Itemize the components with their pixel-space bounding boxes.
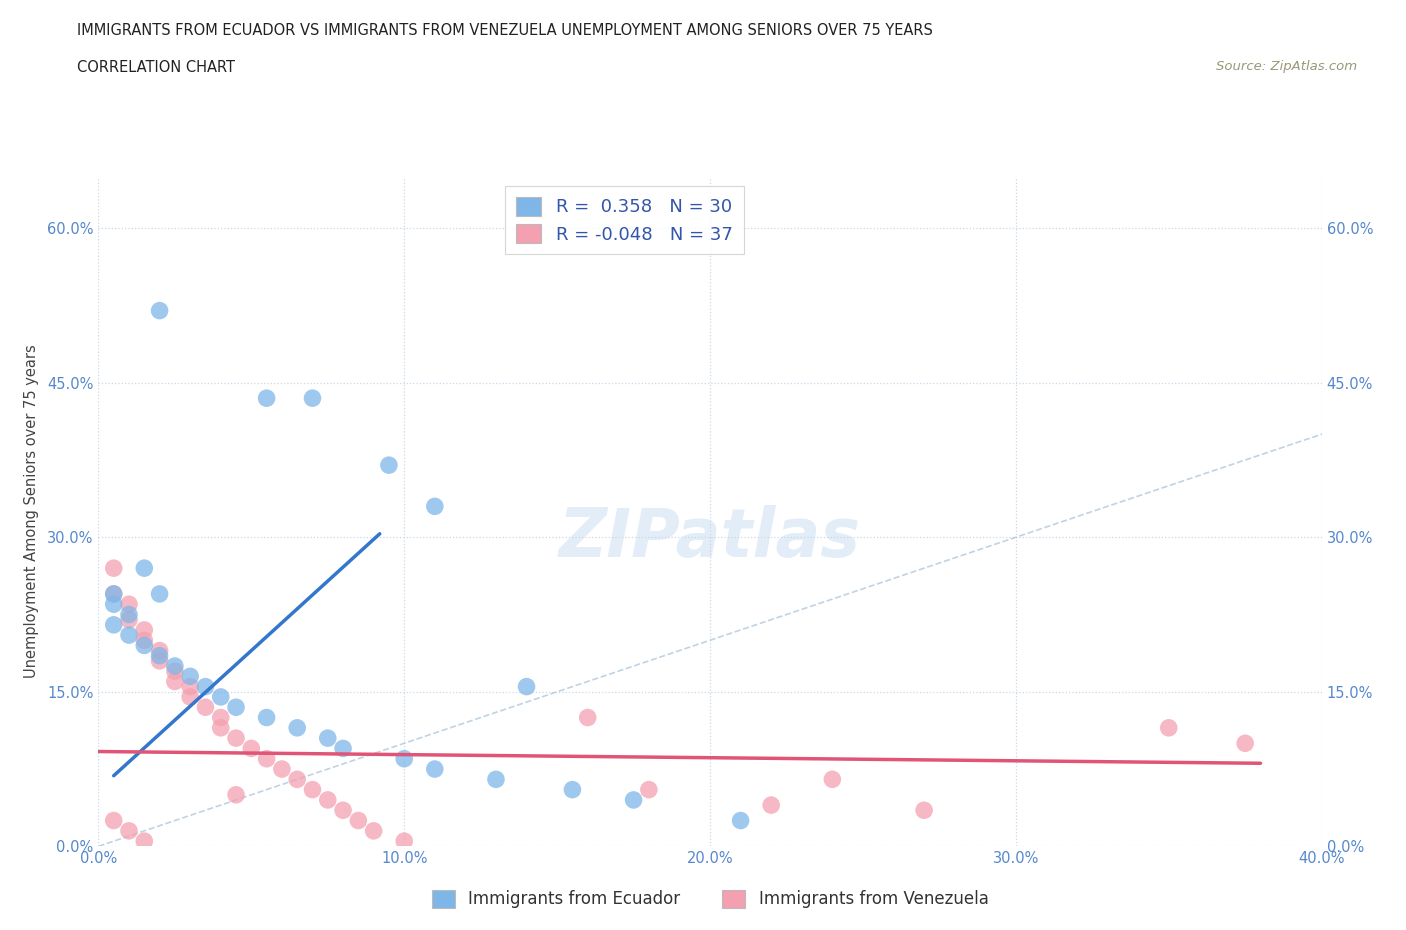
Point [209,711,232,725]
Point [821,772,844,787]
Text: Source: ZipAtlas.com: Source: ZipAtlas.com [1216,60,1357,73]
Point [1234,736,1257,751]
Point [149,654,172,669]
Point [301,782,323,797]
Point [561,782,583,797]
Point [225,731,247,746]
Point [637,782,661,797]
Point [194,699,217,714]
Point [332,741,354,756]
Point [179,669,201,684]
Point [240,741,263,756]
Point [118,597,141,612]
Legend: Immigrants from Ecuador, Immigrants from Venezuela: Immigrants from Ecuador, Immigrants from… [425,883,995,915]
Point [301,391,323,405]
Point [332,803,354,817]
Point [576,711,599,725]
Point [1157,721,1180,736]
Point [103,618,125,632]
Point [285,721,308,736]
Text: IMMIGRANTS FROM ECUADOR VS IMMIGRANTS FROM VENEZUELA UNEMPLOYMENT AMONG SENIORS : IMMIGRANTS FROM ECUADOR VS IMMIGRANTS FR… [77,23,934,38]
Point [118,823,141,838]
Point [118,607,141,622]
Point [423,498,446,513]
Y-axis label: Unemployment Among Seniors over 75 years: Unemployment Among Seniors over 75 years [24,345,39,678]
Point [270,762,292,777]
Point [912,803,935,817]
Point [103,587,125,602]
Point [163,674,186,689]
Point [347,813,370,828]
Point [149,648,172,663]
Point [149,303,172,318]
Point [118,628,141,643]
Point [194,679,217,694]
Point [103,813,125,828]
Point [134,638,156,653]
Point [225,699,247,714]
Point [134,561,156,576]
Point [103,561,125,576]
Point [118,612,141,627]
Point [163,658,186,673]
Point [225,788,247,803]
Point [378,458,401,472]
Point [179,679,201,694]
Point [485,772,508,787]
Point [149,644,172,658]
Point [256,391,278,405]
Point [103,587,125,602]
Point [623,792,645,807]
Point [149,587,172,602]
Point [256,711,278,725]
Point [134,622,156,637]
Point [759,798,782,813]
Point [392,833,416,848]
Point [103,597,125,612]
Point [392,751,416,766]
Point [363,823,385,838]
Point [730,813,752,828]
Point [285,772,308,787]
Point [423,762,446,777]
Point [256,751,278,766]
Point [179,689,201,704]
Point [209,721,232,736]
Text: ZIPatlas: ZIPatlas [560,505,860,571]
Point [209,689,232,704]
Point [134,632,156,647]
Text: CORRELATION CHART: CORRELATION CHART [77,60,235,75]
Point [316,792,339,807]
Point [163,664,186,679]
Point [316,731,339,746]
Point [134,833,156,848]
Point [516,679,538,694]
